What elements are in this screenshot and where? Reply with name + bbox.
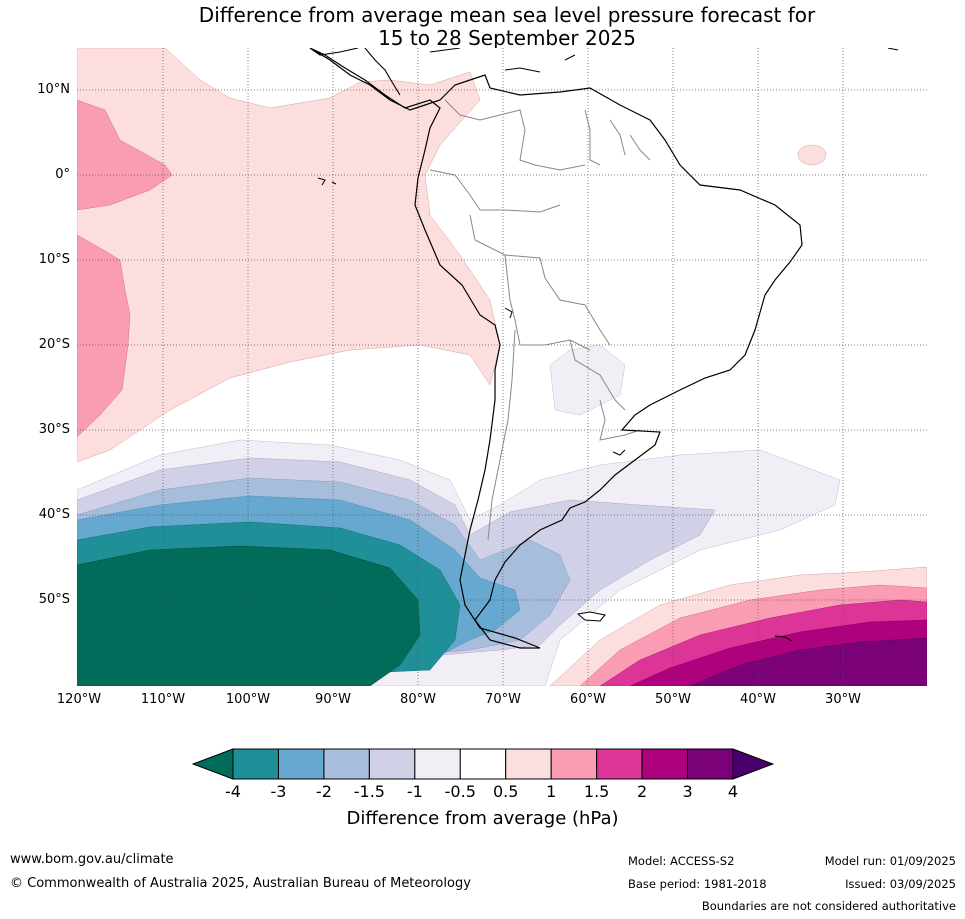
colorbar-tick-label: 2 [636, 782, 648, 801]
colorbar-segment [550, 748, 598, 780]
colorbar-segment [414, 748, 461, 780]
colorbar-under-arrow [192, 748, 234, 780]
anomaly-region-positive-1 [77, 99, 173, 438]
boundaries-disclaimer: Boundaries are not considered authoritat… [701, 899, 956, 913]
colorbar-segment [596, 748, 643, 780]
lon-label-30w: 30°W [825, 692, 861, 707]
map-title: Difference from average mean sea level p… [0, 4, 965, 50]
colorbar-segment [505, 748, 552, 780]
website-link[interactable]: www.bom.gov.au/climate [10, 852, 174, 867]
colorbar-tick-label: -2 [315, 782, 332, 801]
base-period: Base period: 1981-2018 [628, 877, 767, 891]
colorbar-tick-label: -1.5 [353, 782, 385, 801]
lon-label-90w: 90°W [315, 692, 351, 707]
anomaly-region-positive-southeast-3 [689, 637, 927, 686]
lon-label-60w: 60°W [570, 692, 606, 707]
lat-label-50s: 50°S [38, 592, 70, 607]
anomaly-blob-atlantic [797, 144, 827, 166]
colorbar-tick-label: 1.5 [583, 782, 610, 801]
lat-label-10s: 10°S [38, 252, 70, 267]
lagoa-dos-patos [612, 449, 626, 456]
lake-titicaca [504, 307, 513, 319]
map-gridlines [77, 48, 927, 686]
lon-label-50w: 50°W [655, 692, 691, 707]
colorbar-tick-label: 3 [682, 782, 693, 801]
colorbar-label: Difference from average (hPa) [346, 808, 619, 829]
title-line-2: 15 to 28 September 2025 [378, 26, 636, 50]
lat-label-20s: 20°S [38, 337, 70, 352]
model-name: Model: ACCESS-S2 [628, 854, 735, 868]
copyright-text: © Commonwealth of Australia 2025, Austra… [10, 876, 471, 891]
caribbean-islands [429, 48, 899, 73]
lon-label-100w: 100°W [225, 692, 271, 707]
lat-label-30s: 30°S [38, 422, 70, 437]
colorbar-tick-label: 1 [546, 782, 557, 801]
central-america-coastline [309, 48, 401, 96]
colorbar-tick-label: -4 [225, 782, 241, 801]
anomaly-region-negative-4 [77, 545, 421, 686]
south-georgia-island [774, 635, 793, 642]
south-america-coastline [309, 48, 803, 649]
title-line-1: Difference from average mean sea level p… [198, 3, 816, 27]
colorbar-segments [232, 748, 734, 780]
colorbar-tick-label: 4 [727, 782, 739, 801]
colorbar-segment [232, 748, 279, 780]
country-borders [429, 99, 651, 541]
colorbar-tick-label: -1 [406, 782, 423, 801]
lon-label-120w: 120°W [56, 692, 102, 707]
issued-date: Issued: 03/09/2025 [845, 877, 956, 891]
colorbar-segment [277, 748, 325, 780]
lon-label-80w: 80°W [400, 692, 436, 707]
falkland-islands [576, 611, 606, 622]
colorbar-segment [323, 748, 370, 780]
lon-label-110w: 110°W [140, 692, 186, 707]
colorbar-over-arrow [732, 748, 774, 780]
colorbar-tick-label: -3 [270, 782, 287, 801]
map-plot-area [77, 48, 927, 686]
lat-label-40s: 40°S [38, 507, 70, 522]
colorbar-segment [459, 748, 507, 780]
galapagos-islands [317, 177, 337, 186]
colorbar-segment [641, 748, 689, 780]
model-run-date: Model run: 01/09/2025 [824, 854, 956, 868]
colorbar-segment [368, 748, 416, 780]
pressure-anomaly-map [77, 48, 927, 686]
colorbar-segment [687, 748, 734, 780]
lat-label-10n: 10°N [37, 82, 70, 97]
lat-label-0: 0° [55, 167, 70, 182]
lon-label-70w: 70°W [485, 692, 521, 707]
colorbar-tick-label: 0.5 [492, 782, 519, 801]
lon-label-40w: 40°W [740, 692, 776, 707]
anomaly-region-positive-0p5 [77, 48, 501, 463]
colorbar [192, 748, 774, 780]
colorbar-tick-label: -0.5 [444, 782, 476, 801]
